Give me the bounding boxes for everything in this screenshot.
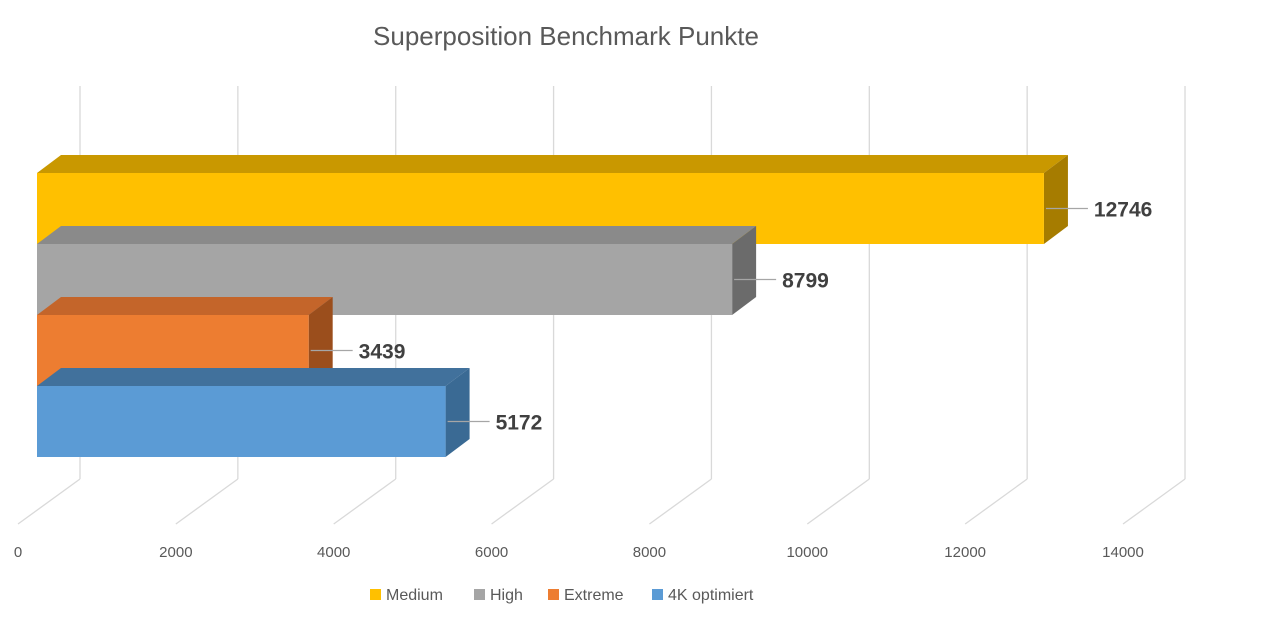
floor-gridline <box>17 478 81 525</box>
bar-top-face <box>37 368 470 386</box>
floor-gridline <box>964 478 1028 525</box>
data-label: 5172 <box>496 412 543 435</box>
x-tick-label: 12000 <box>944 544 986 561</box>
legend-swatch <box>652 589 663 600</box>
legend-label: High <box>490 587 523 604</box>
bar-side-face <box>445 368 470 457</box>
bars <box>37 155 1068 457</box>
bar-top-face <box>37 297 333 315</box>
floor-gridline <box>649 478 712 525</box>
x-tick-label: 4000 <box>317 544 350 561</box>
floor-gridline <box>806 478 870 525</box>
floor-gridline <box>333 478 397 525</box>
bar-4k-optimiert <box>37 368 470 457</box>
chart-title: Superposition Benchmark Punkte <box>373 21 759 51</box>
data-labels: 12746 8799 3439 5172 <box>310 199 1152 435</box>
legend-item: Extreme <box>548 587 624 604</box>
x-axis-ticks: 0 2000 4000 6000 8000 10000 12000 14000 <box>14 544 1144 561</box>
legend-label: 4K optimiert <box>668 587 754 604</box>
bar-front-face <box>37 386 446 457</box>
legend-label: Extreme <box>564 587 624 604</box>
x-tick-label: 6000 <box>475 544 508 561</box>
bar-top-face <box>37 155 1068 173</box>
x-tick-label: 14000 <box>1102 544 1144 561</box>
legend-swatch <box>548 589 559 600</box>
data-label: 12746 <box>1094 199 1152 222</box>
x-tick-label: 10000 <box>786 544 828 561</box>
legend-item: High <box>474 587 523 604</box>
data-label: 3439 <box>359 341 406 364</box>
bar-side-face <box>732 226 757 315</box>
legend-swatch <box>474 589 485 600</box>
bar-side-face <box>1043 155 1068 244</box>
x-tick-label: 0 <box>14 544 22 561</box>
legend-label: Medium <box>386 587 443 604</box>
legend: Medium High Extreme 4K optimiert <box>370 587 754 604</box>
legend-item: Medium <box>370 587 443 604</box>
x-tick-label: 2000 <box>159 544 192 561</box>
floor-gridline <box>1122 478 1186 525</box>
bar-side-face <box>308 297 333 386</box>
legend-swatch <box>370 589 381 600</box>
legend-item: 4K optimiert <box>652 587 754 604</box>
floor-gridline <box>491 478 554 525</box>
x-tick-label: 8000 <box>633 544 666 561</box>
floor-gridline <box>175 478 239 525</box>
bar-top-face <box>37 226 757 244</box>
data-label: 8799 <box>782 270 829 293</box>
